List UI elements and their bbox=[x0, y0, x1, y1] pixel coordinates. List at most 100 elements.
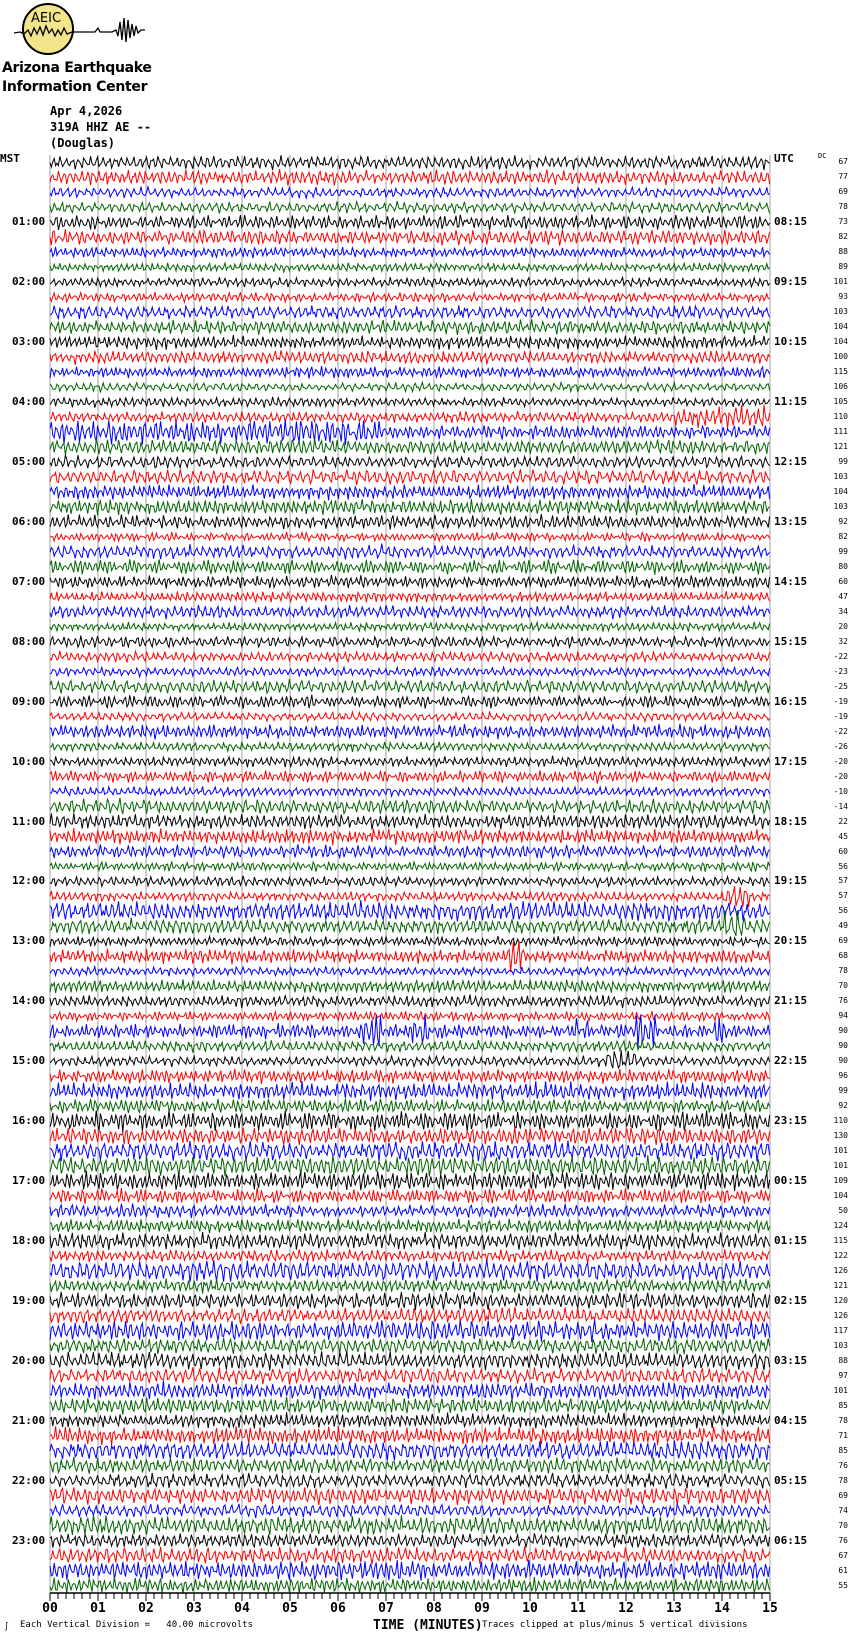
trace-line bbox=[49, 404, 771, 429]
dc-offset-value: 104 bbox=[833, 487, 848, 497]
dc-offset-value: 88 bbox=[838, 1355, 848, 1365]
trace-line bbox=[49, 575, 771, 590]
trace-line bbox=[49, 1110, 771, 1133]
trace-line bbox=[49, 1259, 771, 1283]
mst-hour-label: 12:00 bbox=[12, 874, 46, 888]
dc-offset-value: -20 bbox=[833, 756, 848, 766]
mst-hour-label: 15:00 bbox=[12, 1054, 46, 1068]
dc-offset-value: 77 bbox=[838, 172, 848, 182]
mst-hour-label: 02:00 bbox=[12, 275, 46, 289]
dc-offset-value: 115 bbox=[833, 1235, 848, 1245]
trace-line bbox=[49, 498, 770, 516]
dc-offset-value: 97 bbox=[838, 1370, 848, 1380]
trace-line bbox=[49, 910, 771, 937]
trace-line bbox=[49, 1577, 771, 1594]
trace-line bbox=[49, 214, 771, 231]
trace-line bbox=[49, 874, 770, 889]
trace-line bbox=[49, 769, 771, 784]
utc-hour-label: 13:15 bbox=[774, 514, 808, 528]
dc-offset-value: 34 bbox=[838, 606, 848, 616]
dc-offset-value: 55 bbox=[838, 1580, 848, 1590]
trace-line bbox=[49, 993, 771, 1009]
dc-offset-value: 50 bbox=[838, 1206, 848, 1216]
mst-hour-label: 17:00 bbox=[12, 1174, 46, 1188]
trace-line bbox=[49, 1291, 771, 1311]
dc-offset-value: 70 bbox=[838, 981, 848, 991]
dc-offset-value: 82 bbox=[838, 531, 848, 541]
trace-line bbox=[49, 438, 770, 456]
x-tick-label: 08 bbox=[426, 1601, 442, 1616]
dc-offset-value: 94 bbox=[838, 1011, 848, 1021]
trace-line bbox=[49, 199, 771, 215]
trace-line bbox=[49, 1351, 771, 1371]
trace-line bbox=[49, 678, 771, 695]
dc-offset-value: 74 bbox=[838, 1505, 848, 1515]
trace-line bbox=[49, 710, 771, 724]
trace-line bbox=[49, 543, 770, 560]
x-tick-label: 07 bbox=[378, 1601, 394, 1616]
dc-offset-value: -19 bbox=[833, 711, 848, 721]
clip-note: Traces clipped at plus/minus 5 vertical … bbox=[482, 1620, 748, 1630]
trace-line bbox=[49, 1514, 771, 1536]
dc-offset-value: 78 bbox=[838, 1415, 848, 1425]
dc-offset-value: 90 bbox=[838, 1026, 848, 1036]
x-tick-label: 15 bbox=[762, 1601, 778, 1616]
logo-acronym: AEIC bbox=[31, 11, 61, 26]
mst-hour-label: 06:00 bbox=[12, 514, 46, 528]
trace-line bbox=[49, 1202, 771, 1219]
trace-line bbox=[49, 1440, 771, 1461]
dc-offset-value: -20 bbox=[833, 771, 848, 781]
utc-hour-label: 20:15 bbox=[774, 934, 808, 948]
x-tick-label: 11 bbox=[570, 1601, 586, 1616]
dc-offset-value: 78 bbox=[838, 1475, 848, 1485]
utc-hour-label: 04:15 bbox=[774, 1413, 808, 1427]
dc-offset-value: 122 bbox=[833, 1250, 848, 1260]
utc-hour-label: 12:15 bbox=[774, 455, 808, 469]
utc-hour-label: 10:15 bbox=[774, 335, 808, 349]
dc-offset-value: 85 bbox=[838, 1400, 848, 1410]
trace-line bbox=[49, 365, 771, 380]
scale-icon: ∫ bbox=[4, 1622, 9, 1631]
trace-line bbox=[49, 1170, 771, 1192]
utc-hour-label: 23:15 bbox=[774, 1114, 808, 1128]
trace-line bbox=[49, 261, 770, 274]
scale-note: Each Vertical Division = 40.00 microvolt… bbox=[20, 1620, 253, 1630]
mst-hour-label: 13:00 bbox=[12, 934, 46, 948]
trace-line bbox=[49, 1337, 771, 1355]
trace-line bbox=[49, 184, 770, 200]
trace-line bbox=[49, 964, 771, 978]
logo-seismogram bbox=[13, 17, 145, 43]
mst-hour-label: 14:00 bbox=[12, 994, 46, 1008]
dc-offset-value: 22 bbox=[838, 816, 848, 826]
utc-hour-label: 11:15 bbox=[774, 395, 808, 409]
x-tick-label: 04 bbox=[234, 1601, 250, 1616]
trace-line bbox=[49, 1154, 771, 1177]
trace-line bbox=[49, 1049, 771, 1070]
dc-offset-value: 76 bbox=[838, 996, 848, 1006]
mst-hour-label: 04:00 bbox=[12, 395, 46, 409]
mst-hour-label: 07:00 bbox=[12, 574, 46, 588]
utc-hour-label: 08:15 bbox=[774, 215, 808, 229]
trace-line bbox=[49, 334, 770, 351]
trace-line bbox=[49, 1412, 771, 1429]
dc-offset-value: -10 bbox=[833, 786, 848, 796]
utc-hour-label: 21:15 bbox=[774, 994, 808, 1008]
dc-offset-value: 93 bbox=[838, 292, 848, 302]
utc-hour-label: 03:15 bbox=[774, 1353, 808, 1367]
trace-line bbox=[49, 828, 771, 846]
trace-line bbox=[49, 723, 771, 740]
trace-line bbox=[49, 1396, 771, 1415]
mst-hour-label: 05:00 bbox=[12, 455, 46, 469]
trace-line bbox=[49, 740, 770, 754]
x-tick-label: 00 bbox=[42, 1601, 58, 1616]
utc-hour-label: 15:15 bbox=[774, 634, 808, 648]
logo-line1: Arizona Earthquake bbox=[2, 60, 152, 76]
mst-hour-label: 20:00 bbox=[12, 1353, 46, 1367]
trace-line bbox=[49, 1248, 771, 1263]
dc-offset-value: 103 bbox=[833, 502, 848, 511]
trace-line bbox=[49, 1472, 771, 1490]
trace-line bbox=[49, 154, 770, 171]
trace-line bbox=[49, 604, 771, 620]
trace-line bbox=[49, 1546, 771, 1565]
channel-label: 319A HHZ AE -- bbox=[50, 120, 152, 134]
